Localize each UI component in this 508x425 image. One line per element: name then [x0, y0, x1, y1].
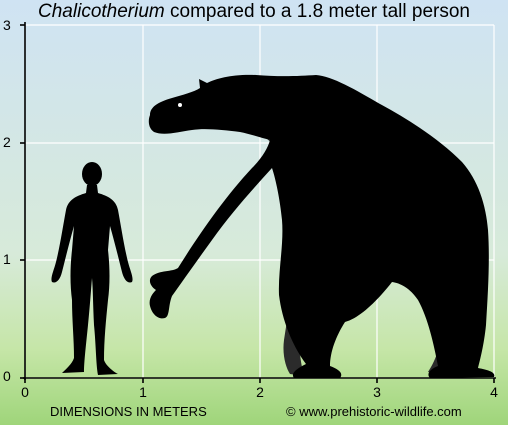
x-tick-1: 1: [139, 384, 147, 400]
title-rest: compared to a 1.8 meter tall person: [164, 1, 470, 22]
axis-caption: DIMENSIONS IN METERS: [50, 404, 207, 419]
x-tick-3: 3: [373, 384, 381, 400]
chalicotherium-silhouette: [148, 74, 495, 379]
credit-text: © www.prehistoric-wildlife.com: [286, 404, 462, 419]
y-tick-1: 1: [3, 251, 11, 267]
x-tick-2: 2: [256, 384, 264, 400]
y-tick-2: 2: [3, 134, 11, 150]
x-tick-4: 4: [490, 384, 498, 400]
x-tick-0: 0: [21, 384, 29, 400]
chalicotherium-eye: [178, 103, 182, 107]
y-tick-0: 0: [3, 368, 11, 384]
axes: [20, 22, 496, 383]
diagram-title: Chalicotherium compared to a 1.8 meter t…: [0, 1, 508, 23]
y-tick-3: 3: [3, 17, 11, 33]
human-silhouette: [51, 162, 133, 375]
species-name: Chalicotherium: [38, 1, 165, 22]
